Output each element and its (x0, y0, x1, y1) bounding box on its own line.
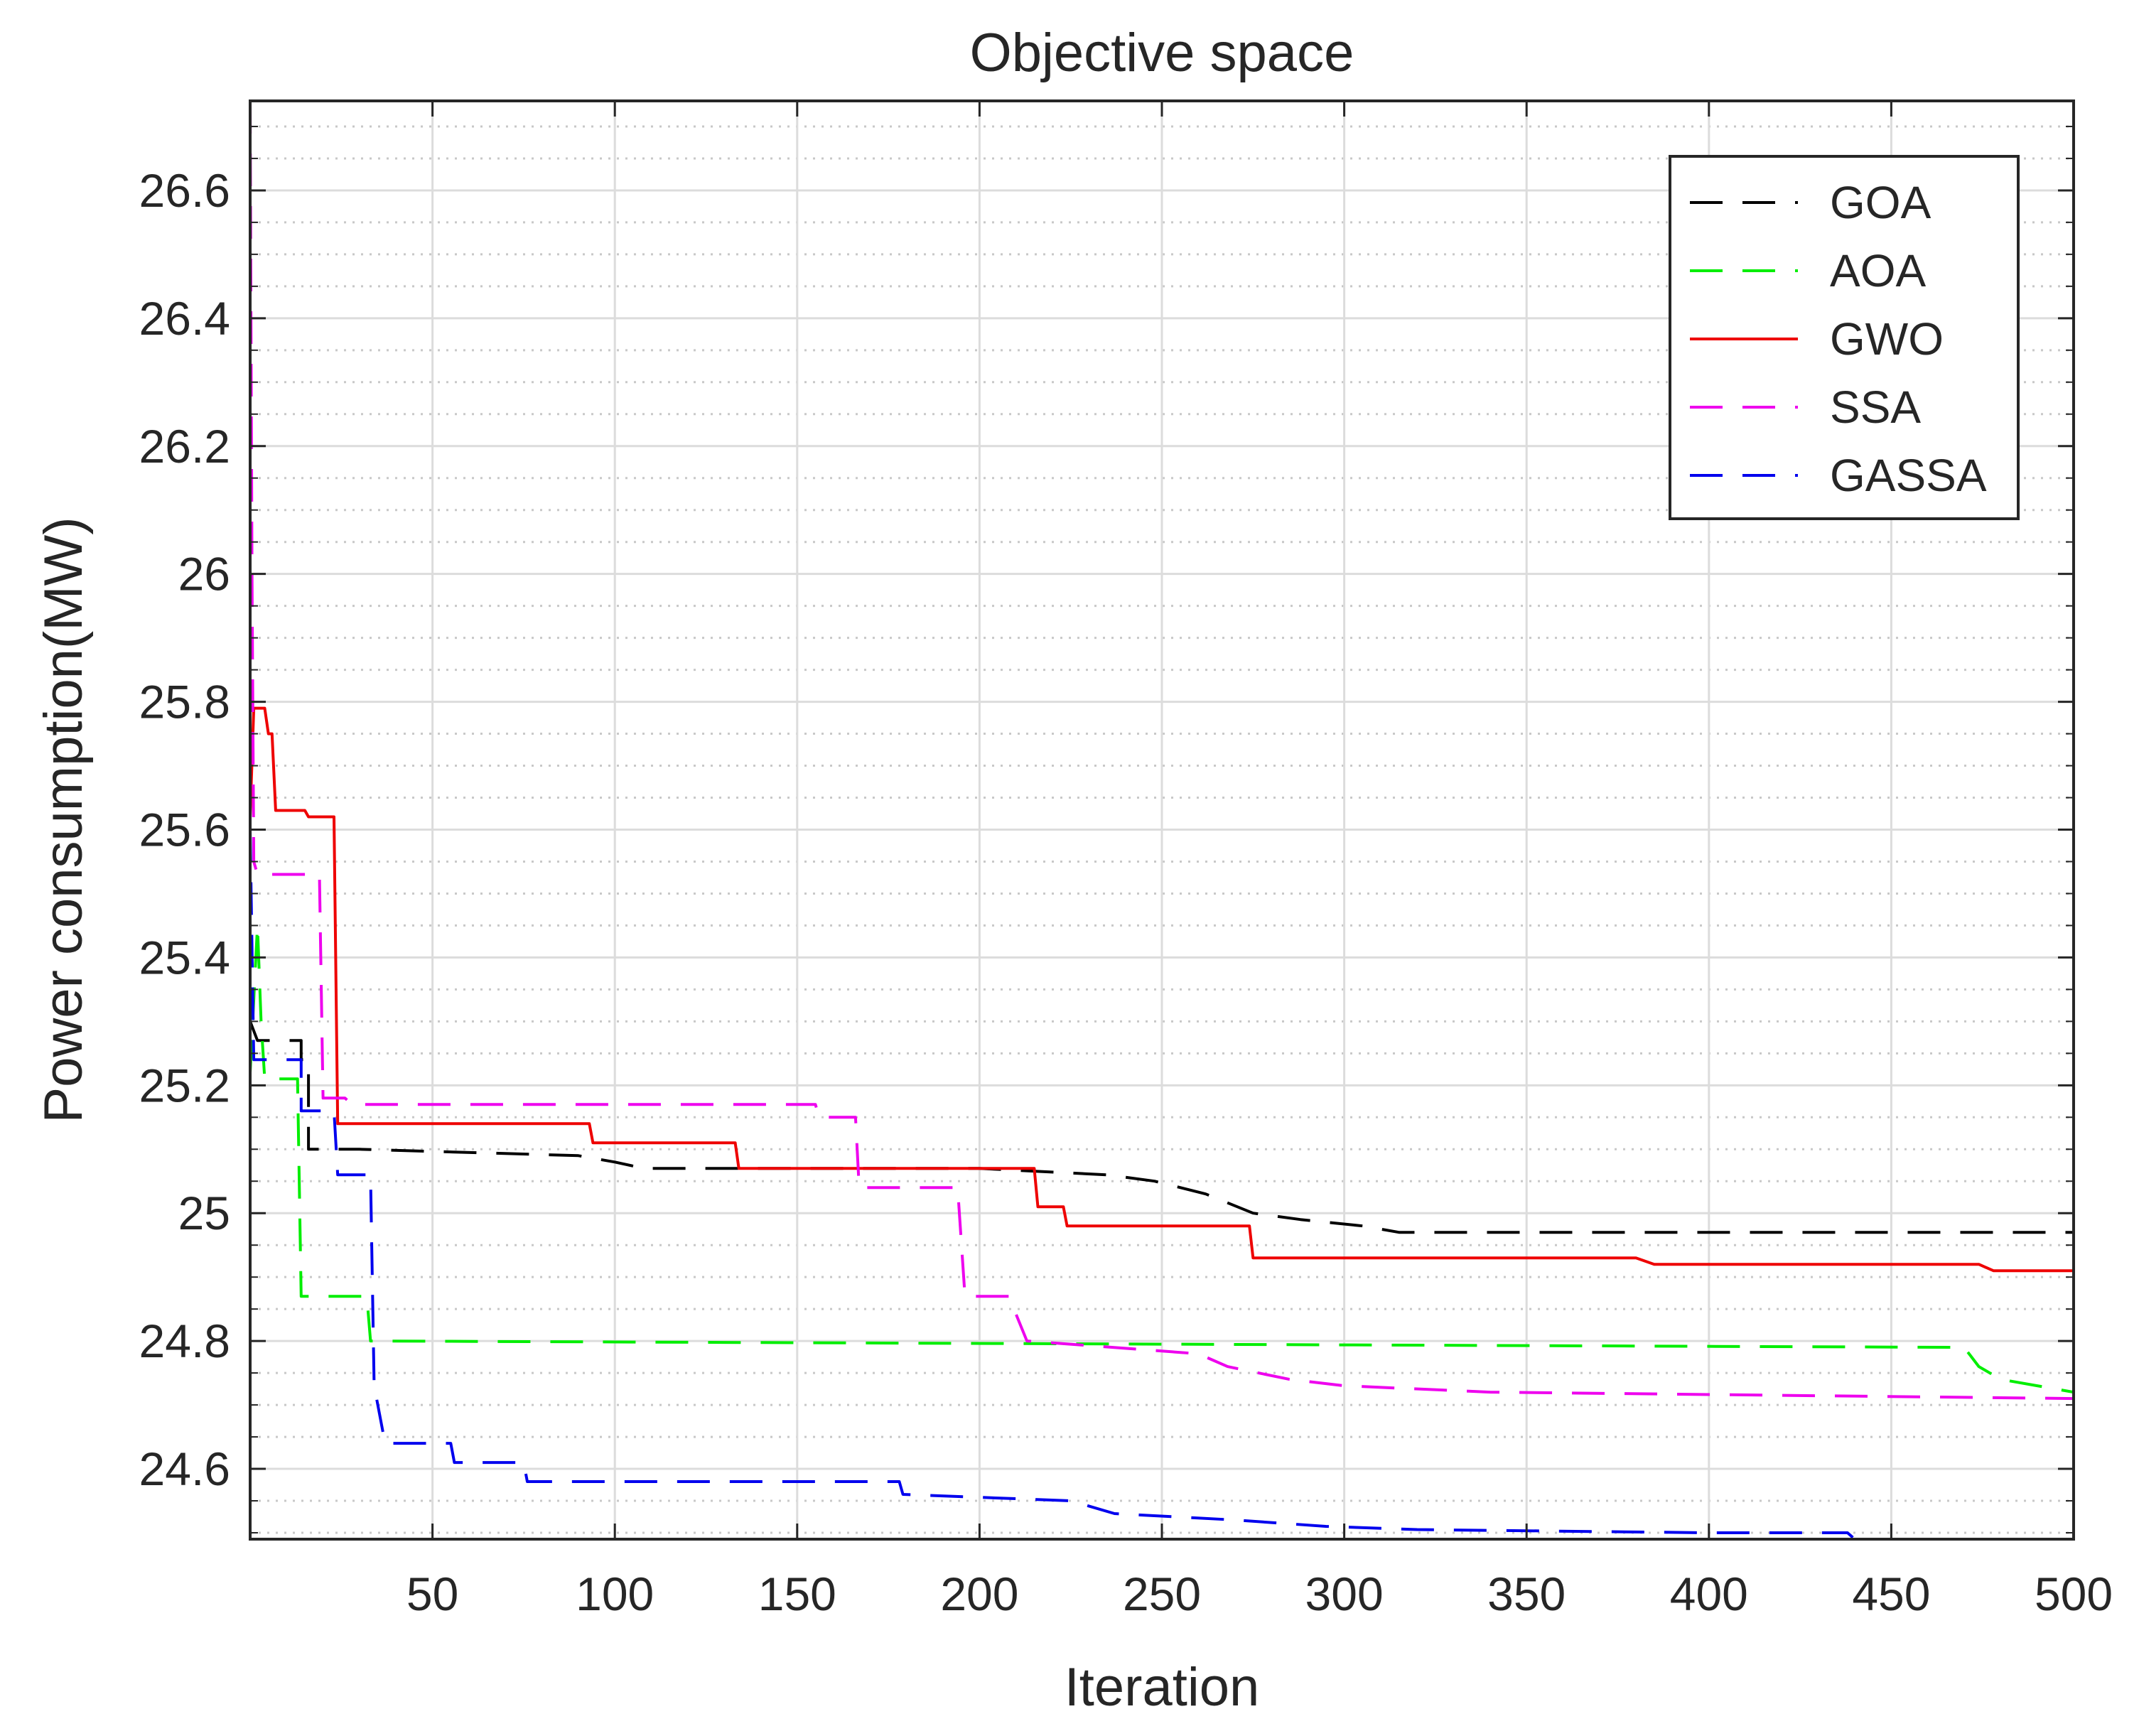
series-layer (250, 101, 2074, 1539)
axis-ticks (250, 101, 2075, 1539)
x-tick-label: 400 (1670, 1568, 1748, 1620)
y-tick-label: 26.6 (139, 164, 230, 217)
series-line-gwo (250, 706, 2074, 1273)
legend-label-aoa: AOA (1830, 245, 1926, 296)
x-axis-label: Iteration (1065, 1657, 1260, 1718)
legend-label-goa: GOA (1830, 177, 1931, 228)
x-tick-label: 250 (1123, 1568, 1201, 1620)
y-tick-label: 25 (178, 1187, 230, 1239)
legend-label-gassa: GASSA (1830, 450, 1987, 501)
x-tick-label: 300 (1305, 1568, 1384, 1620)
series-line-ssa (250, 101, 2074, 1401)
x-tick-label: 500 (2035, 1568, 2113, 1620)
x-tick-label: 200 (940, 1568, 1018, 1620)
y-tick-label: 24.8 (139, 1315, 230, 1367)
y-axis-label: Power consumption(MW) (33, 517, 94, 1123)
legend-label-gwo: GWO (1830, 313, 1944, 365)
legend-label-ssa: SSA (1830, 382, 1921, 433)
x-tick-label: 150 (758, 1568, 836, 1620)
chart-title: Objective space (970, 23, 1354, 83)
y-tick-label: 26.2 (139, 420, 230, 473)
y-tick-label: 24.6 (139, 1443, 230, 1495)
legend: GOA AOA GWO SSA GASSA (1669, 155, 2020, 520)
y-tick-label: 26.4 (139, 292, 230, 345)
y-tick-label: 26 (178, 548, 230, 600)
x-tick-labels: 50 100 150 200 250 300 350 400 450 500 (406, 1568, 2113, 1620)
x-tick-label: 100 (576, 1568, 654, 1620)
y-tick-label: 25.2 (139, 1059, 230, 1111)
y-tick-label: 25.4 (139, 931, 230, 983)
x-tick-label: 450 (1852, 1568, 1930, 1620)
y-tick-label: 25.8 (139, 676, 230, 728)
series-line-gassa (250, 829, 2074, 1539)
x-tick-label: 50 (406, 1568, 458, 1620)
y-tick-labels: 24.6 24.8 25 25.2 25.4 25.6 25.8 26 26.2 26.4 26.6 (139, 164, 230, 1495)
x-tick-label: 350 (1487, 1568, 1566, 1620)
series-line-goa (250, 1020, 2074, 1234)
y-tick-label: 25.6 (139, 803, 230, 856)
